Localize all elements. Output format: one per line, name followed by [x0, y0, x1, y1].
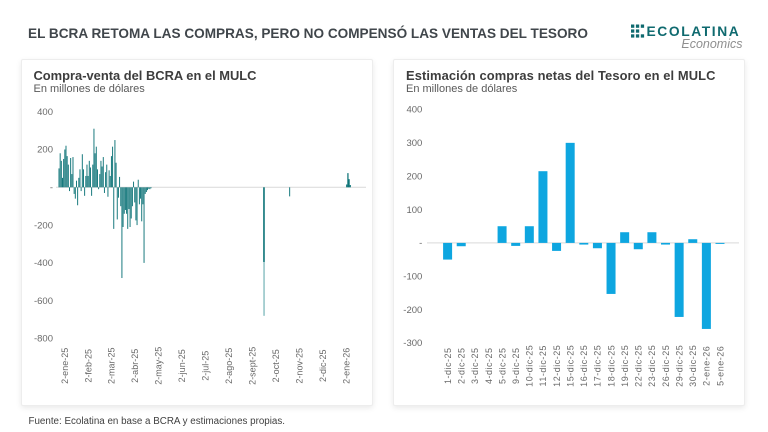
- svg-text:-: -: [419, 238, 422, 249]
- svg-text:2-ene-26: 2-ene-26: [341, 348, 351, 384]
- svg-text:200: 200: [406, 171, 422, 182]
- svg-text:16-dic-25: 16-dic-25: [579, 345, 589, 387]
- svg-text:17-dic-25: 17-dic-25: [593, 345, 603, 387]
- svg-text:2-nov-25: 2-nov-25: [294, 348, 304, 384]
- svg-text:5-dic-25: 5-dic-25: [497, 348, 507, 385]
- svg-text:15-dic-25: 15-dic-25: [566, 345, 576, 387]
- svg-text:2-sept-25: 2-sept-25: [248, 347, 258, 385]
- svg-text:12-dic-25: 12-dic-25: [552, 345, 562, 387]
- svg-text:30-dic-25: 30-dic-25: [688, 345, 698, 387]
- svg-text:2-ago-25: 2-ago-25: [224, 348, 234, 384]
- svg-text:2-mar-25: 2-mar-25: [107, 348, 117, 385]
- svg-text:2-ene-25: 2-ene-25: [60, 348, 70, 384]
- svg-text:18-dic-25: 18-dic-25: [606, 345, 616, 387]
- svg-text:9-dic-25: 9-dic-25: [511, 348, 521, 385]
- svg-text:2-may-25: 2-may-25: [154, 347, 164, 385]
- svg-text:2-jun-25: 2-jun-25: [177, 349, 187, 382]
- svg-text:300: 300: [406, 138, 422, 149]
- svg-text:400: 400: [406, 105, 422, 116]
- svg-text:2-abr-25: 2-abr-25: [130, 349, 140, 383]
- svg-text:2-jul-25: 2-jul-25: [201, 351, 211, 381]
- svg-text:2-dic-25: 2-dic-25: [457, 348, 467, 385]
- svg-text:-300: -300: [403, 338, 422, 349]
- svg-text:100: 100: [406, 205, 422, 216]
- svg-text:10-dic-25: 10-dic-25: [525, 345, 535, 387]
- svg-text:-400: -400: [34, 258, 53, 269]
- svg-text:26-dic-25: 26-dic-25: [661, 345, 671, 387]
- svg-text:-800: -800: [34, 334, 53, 345]
- svg-text:11-dic-25: 11-dic-25: [538, 345, 548, 386]
- svg-text:-200: -200: [403, 305, 422, 316]
- svg-text:-600: -600: [34, 296, 53, 307]
- svg-text:29-dic-25: 29-dic-25: [674, 345, 684, 387]
- svg-text:-200: -200: [34, 220, 53, 231]
- svg-text:19-dic-25: 19-dic-25: [620, 345, 630, 387]
- svg-text:400: 400: [37, 107, 53, 118]
- svg-text:3-dic-25: 3-dic-25: [470, 348, 480, 385]
- svg-text:5-ene-26: 5-ene-26: [715, 346, 725, 386]
- svg-text:-: -: [50, 183, 53, 194]
- svg-text:4-dic-25: 4-dic-25: [484, 348, 494, 385]
- svg-text:2-oct-25: 2-oct-25: [271, 349, 281, 382]
- svg-text:1-dic-25: 1-dic-25: [443, 348, 453, 385]
- svg-text:200: 200: [37, 145, 53, 156]
- svg-text:2-feb-25: 2-feb-25: [83, 349, 93, 383]
- svg-text:2-dic-25: 2-dic-25: [318, 350, 328, 383]
- svg-text:2-ene-26: 2-ene-26: [702, 346, 712, 386]
- svg-text:-100: -100: [403, 271, 422, 282]
- svg-text:23-dic-25: 23-dic-25: [647, 345, 657, 387]
- svg-text:22-dic-25: 22-dic-25: [634, 345, 644, 387]
